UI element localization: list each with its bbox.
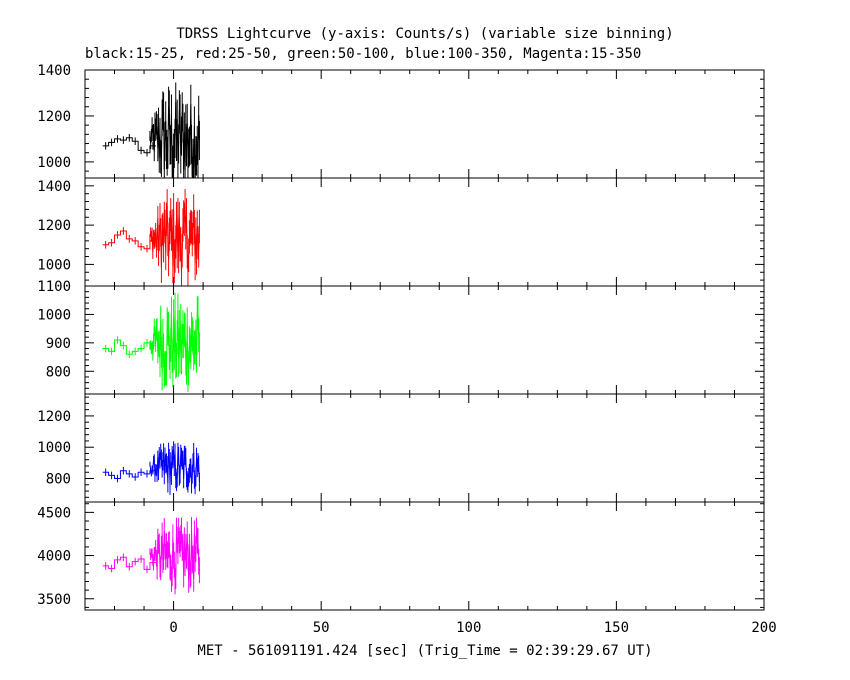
series-3 [102, 441, 200, 495]
y-tick-label: 1400 [37, 179, 71, 195]
steady-line [102, 230, 156, 250]
y-tick-label: 1000 [37, 257, 71, 273]
x-tick-label: 150 [604, 620, 629, 636]
x-axis: 0 50 100 150 200 [169, 620, 776, 636]
y-tick-label: 900 [46, 336, 71, 352]
burst-line [149, 309, 200, 375]
y-tick-label: 1200 [37, 409, 71, 425]
steady-line [102, 137, 156, 154]
steady-line [102, 556, 156, 570]
x-tick-label: 200 [751, 620, 776, 636]
panel-2: 800 900 1000 1100 [37, 279, 765, 395]
panel-4: 3500 4000 4500 [37, 501, 765, 611]
y-tick-label: 800 [46, 364, 71, 380]
series-0 [102, 82, 200, 178]
y-tick-label: 1200 [37, 109, 71, 125]
burst-line [149, 205, 200, 272]
y-tick-label: 800 [46, 472, 71, 488]
x-tick-label: 100 [456, 620, 481, 636]
y-tick-label: 1000 [37, 155, 71, 171]
steady-line [102, 470, 156, 480]
chart-subtitle: black:15-25, red:25-50, green:50-100, bl… [85, 46, 641, 62]
y-tick-label: 1400 [37, 63, 71, 79]
chart-title: TDRSS Lightcurve (y-axis: Counts/s) (var… [176, 26, 673, 42]
y-tick-label: 4500 [37, 505, 71, 521]
y-tick-label: 4000 [37, 549, 71, 565]
panel-0: 1000 1200 1400 [37, 63, 765, 179]
y-tick-label: 1100 [37, 279, 71, 295]
x-axis-label: MET - 561091191.424 [sec] (Trig_Time = 0… [197, 643, 652, 659]
y-tick-label: 1200 [37, 218, 71, 234]
plot-panels: 1000120014001000120014008009001000110080… [37, 63, 765, 611]
x-tick-label: 50 [313, 620, 330, 636]
series-4 [102, 517, 200, 595]
y-tick-label: 3500 [37, 592, 71, 608]
x-tick-label: 0 [169, 620, 177, 636]
steady-line [102, 339, 156, 355]
panel-3: 800 1000 1200 [37, 393, 765, 503]
burst-line [149, 101, 200, 178]
series-2 [102, 292, 200, 392]
series-1 [102, 188, 200, 286]
burst-line [149, 450, 200, 486]
y-tick-label: 1000 [37, 440, 71, 456]
panel-1: 1000 1200 1400 [37, 177, 765, 287]
y-tick-label: 1000 [37, 307, 71, 323]
burst-line [149, 530, 200, 582]
